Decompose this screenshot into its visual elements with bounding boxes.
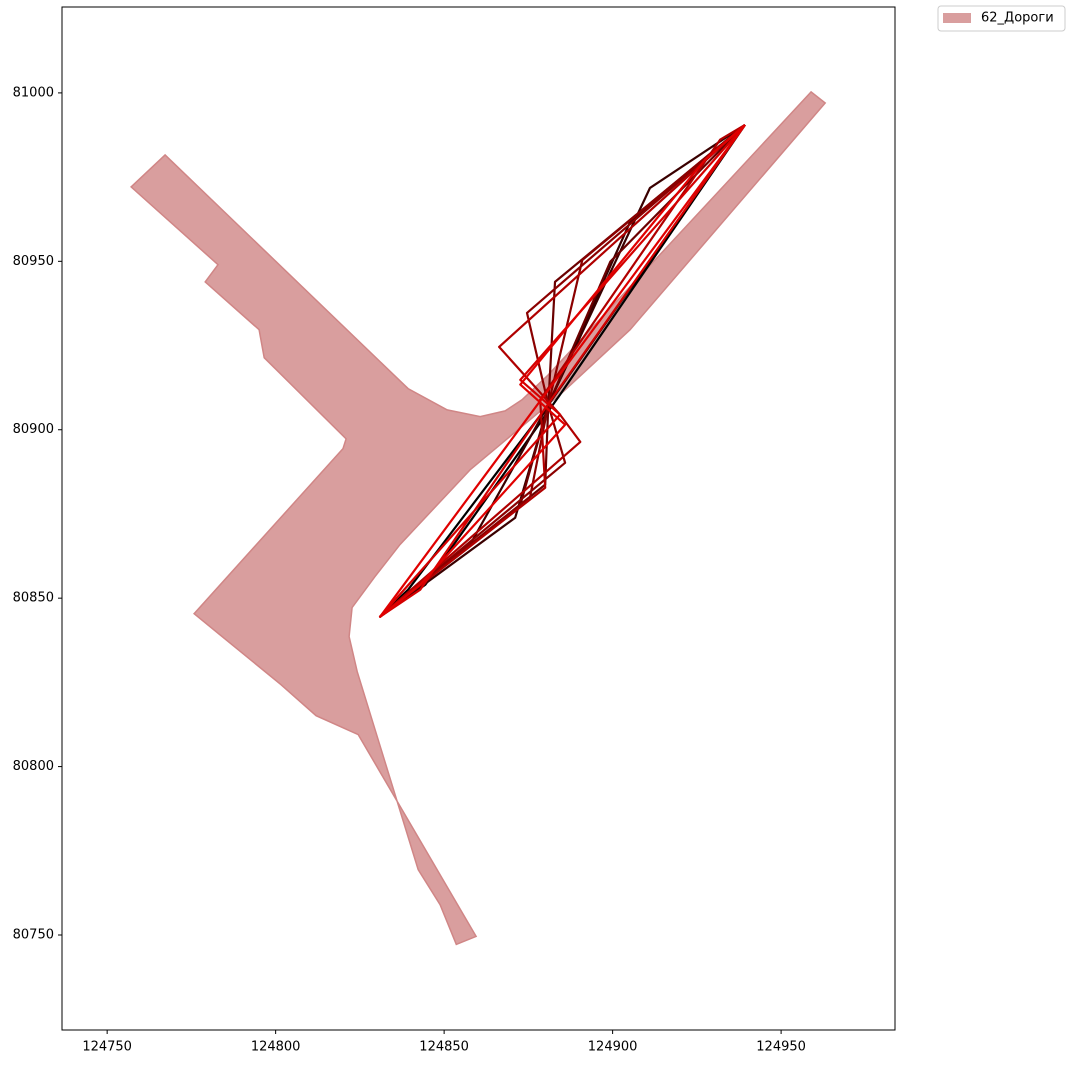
y-tick-label: 80850: [13, 591, 54, 606]
x-tick-label: 124900: [588, 1040, 638, 1055]
axes-frame: [61, 6, 896, 1031]
road-polygon: [129, 90, 827, 946]
y-tick-label: 81000: [13, 85, 54, 100]
route-line: [379, 124, 746, 618]
x-tick-label: 124800: [251, 1040, 301, 1055]
legend-box: [937, 5, 1066, 32]
y-tick-label: 80950: [13, 254, 54, 269]
y-tick-label: 80750: [13, 928, 54, 943]
y-tick-label: 80900: [13, 422, 54, 437]
x-tick-label: 124950: [756, 1040, 806, 1055]
x-tick-label: 124750: [82, 1040, 132, 1055]
y-tick-label: 80800: [13, 759, 54, 774]
legend-label: 62_Дороги: [981, 11, 1054, 26]
x-tick-label: 124850: [419, 1040, 469, 1055]
legend-swatch: [943, 13, 971, 23]
